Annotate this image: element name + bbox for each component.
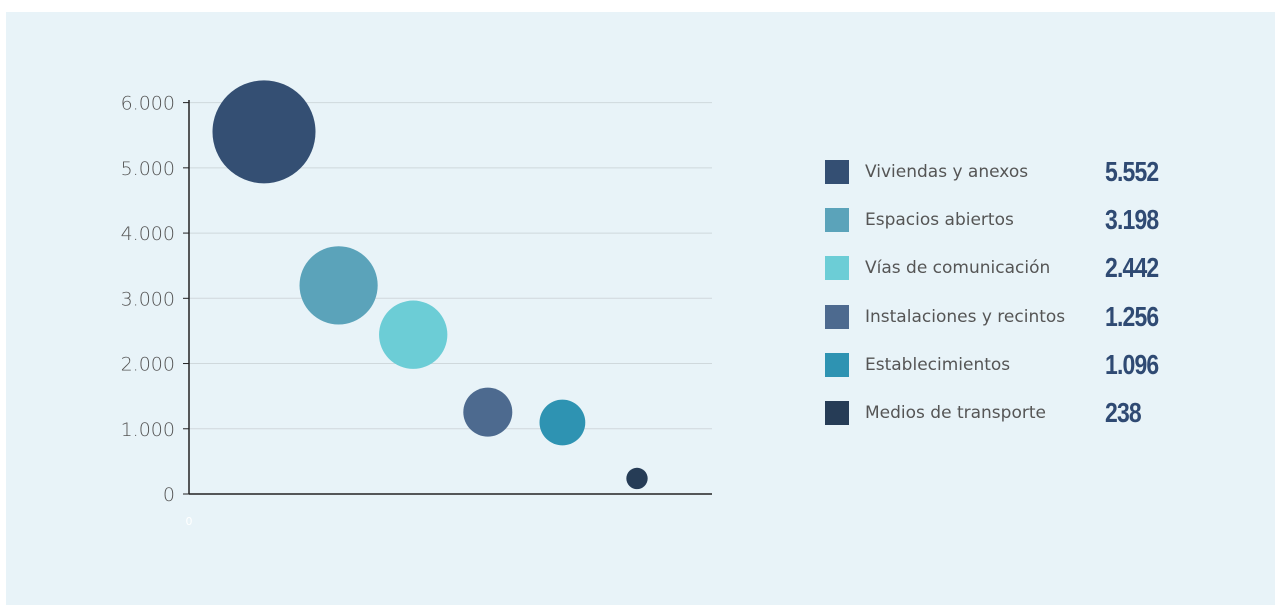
bubble xyxy=(212,80,316,184)
bubble xyxy=(539,399,586,446)
legend-value: 1.256 xyxy=(1105,300,1159,332)
legend-label: Medios de transporte xyxy=(865,403,1046,424)
legend-value: 2.442 xyxy=(1105,252,1159,284)
legend-label: Establecimientos xyxy=(865,354,1011,375)
legend-value: 3.198 xyxy=(1105,204,1159,236)
legend-value: 238 xyxy=(1105,397,1142,429)
legend-swatch xyxy=(825,256,849,281)
legend-item: Vías de comunicación 2.442 xyxy=(825,244,1170,292)
legend-label: Instalaciones y recintos xyxy=(865,306,1066,327)
x-tick-labels: 0 xyxy=(186,515,193,528)
legend: Viviendas y anexos 5.552 Espacios abiert… xyxy=(825,148,1170,437)
y-tick-label: 1.000 xyxy=(121,419,175,441)
legend-swatch xyxy=(825,352,849,377)
legend-value: 5.552 xyxy=(1105,156,1159,188)
legend-value: 1.096 xyxy=(1105,348,1159,380)
legend-item: Instalaciones y recintos 1.256 xyxy=(825,293,1170,341)
grid-lines xyxy=(189,102,712,430)
y-tick-label: 6.000 xyxy=(121,93,175,115)
y-tick-labels: 0 1.000 2.000 3.000 4.000 5.000 6.000 xyxy=(121,93,189,506)
bubble xyxy=(379,300,448,369)
y-tick-label: 4.000 xyxy=(121,223,175,245)
legend-swatch xyxy=(825,208,849,233)
legend-swatch xyxy=(825,304,849,329)
y-tick-label: 0 xyxy=(163,484,175,506)
y-tick-label: 5.000 xyxy=(121,158,175,180)
legend-label: Vías de comunicación xyxy=(865,258,1051,279)
legend-item: Medios de transporte 238 xyxy=(825,389,1170,437)
legend-item: Espacios abiertos 3.198 xyxy=(825,196,1170,244)
legend-label: Espacios abiertos xyxy=(865,210,1014,231)
legend-item: Establecimientos 1.096 xyxy=(825,341,1170,389)
bubble xyxy=(299,246,378,325)
legend-label: Viviendas y anexos xyxy=(865,162,1029,183)
y-tick-label: 2.000 xyxy=(121,354,175,376)
legend-item: Viviendas y anexos 5.552 xyxy=(825,148,1170,196)
legend-swatch xyxy=(825,401,849,426)
x-tick-label: 0 xyxy=(186,515,193,528)
bubbles xyxy=(212,80,648,490)
legend-swatch xyxy=(825,160,849,185)
y-tick-label: 3.000 xyxy=(121,288,175,310)
bubble xyxy=(463,387,513,437)
bubble xyxy=(626,467,648,490)
